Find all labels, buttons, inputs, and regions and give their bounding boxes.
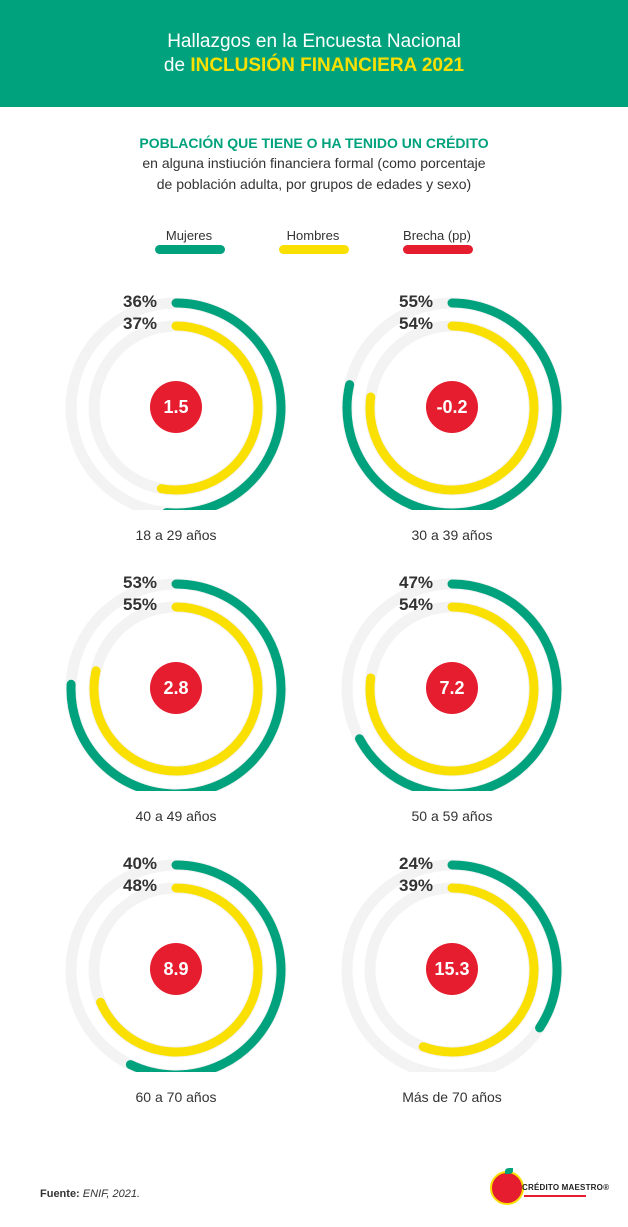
radial-chart — [341, 297, 563, 510]
mujeres-value: 55% — [399, 292, 434, 311]
hombres-value: 37% — [123, 314, 158, 333]
age-group-label: 18 a 29 años — [135, 527, 217, 543]
radial-chart — [65, 859, 287, 1072]
logo-brand-text: CRÉDITO MAESTRO® — [522, 1183, 610, 1192]
brecha-badge: 2.8 — [150, 662, 202, 714]
header-banner: Hallazgos en la Encuesta Nacional de INC… — [0, 0, 628, 107]
legend-swatch-brecha — [403, 245, 473, 254]
subtitle-line3: de población adulta, por grupos de edade… — [156, 176, 472, 192]
legend-label-mujeres: Mujeres — [165, 228, 213, 243]
leaf-icon — [505, 1168, 513, 1174]
chart-panel: 36% 37% 1.5 18 a 29 años — [0, 280, 314, 561]
hombres-arc — [89, 602, 263, 776]
source-text: ENIF, 2021. — [82, 1188, 141, 1200]
brecha-badge: 7.2 — [426, 662, 478, 714]
chart-panel: 40% 48% 8.9 60 a 70 años — [0, 842, 314, 1123]
source-note: Fuente: ENIF, 2021. — [40, 1188, 140, 1200]
hombres-arc — [418, 883, 539, 1057]
header-title-highlight: INCLUSIÓN FINANCIERA 2021 — [190, 55, 465, 76]
brecha-badge: 15.3 — [426, 943, 478, 995]
hombres-arc — [365, 602, 539, 776]
radial-chart — [65, 578, 287, 791]
hombres-arc — [96, 883, 263, 1057]
arrow-icon — [524, 1195, 586, 1197]
mujeres-arc — [66, 579, 286, 791]
mujeres-value: 47% — [399, 573, 434, 592]
radial-chart — [341, 859, 563, 1072]
subtitle-line1: POBLACIÓN QUE TIENE O HA TENIDO UN CRÉDI… — [139, 135, 489, 151]
hombres-arc — [365, 321, 539, 495]
hombres-value: 48% — [123, 876, 158, 895]
mujeres-value: 24% — [399, 854, 434, 873]
mujeres-value: 40% — [123, 854, 158, 873]
hombres-value: 39% — [399, 876, 434, 895]
chart-panel: 24% 39% 15.3 Más de 70 años — [276, 842, 590, 1123]
mujeres-arc — [355, 579, 562, 791]
chart-panel: 55% 54% -0.2 30 a 39 años — [276, 280, 590, 561]
source-label: Fuente: — [40, 1188, 80, 1200]
credito-maestro-logo: CRÉDITO MAESTRO® — [488, 1168, 609, 1208]
age-group-label: 50 a 59 años — [411, 808, 493, 824]
chart-panel: 53% 55% 2.8 40 a 49 años — [0, 561, 314, 842]
mujeres-value: 36% — [123, 292, 158, 311]
chart-panel: 47% 54% 7.2 50 a 59 años — [276, 561, 590, 842]
brecha-badge: 8.9 — [150, 943, 202, 995]
header-title-line2: de INCLUSIÓN FINANCIERA 2021 — [0, 55, 628, 77]
header-title-line1: Hallazgos en la Encuesta Nacional — [167, 31, 461, 52]
age-group-label: 40 a 49 años — [135, 808, 217, 824]
age-group-label: 60 a 70 años — [135, 1089, 217, 1105]
age-group-label: Más de 70 años — [402, 1089, 502, 1105]
mujeres-arc — [447, 860, 562, 1033]
legend-label-hombres: Hombres — [286, 228, 340, 243]
legend-swatch-hombres — [279, 245, 349, 254]
mujeres-arc — [162, 298, 286, 510]
legend-swatch-mujeres — [155, 245, 225, 254]
hombres-value: 55% — [123, 595, 158, 614]
brecha-badge: -0.2 — [426, 381, 478, 433]
mujeres-value: 53% — [123, 573, 158, 592]
mujeres-arc — [125, 860, 286, 1072]
radial-chart — [341, 578, 563, 791]
brecha-badge: 1.5 — [150, 381, 202, 433]
mujeres-arc — [342, 298, 562, 510]
hombres-value: 54% — [399, 314, 434, 333]
header-title-prefix: de — [163, 55, 191, 76]
apple-icon — [490, 1171, 524, 1205]
radial-chart — [65, 297, 287, 510]
subtitle-line2: en alguna instiución financiera formal (… — [142, 155, 486, 171]
legend-label-brecha: Brecha (pp) — [403, 228, 471, 243]
hombres-arc — [156, 321, 263, 495]
hombres-value: 54% — [399, 595, 434, 614]
age-group-label: 30 a 39 años — [411, 527, 493, 543]
